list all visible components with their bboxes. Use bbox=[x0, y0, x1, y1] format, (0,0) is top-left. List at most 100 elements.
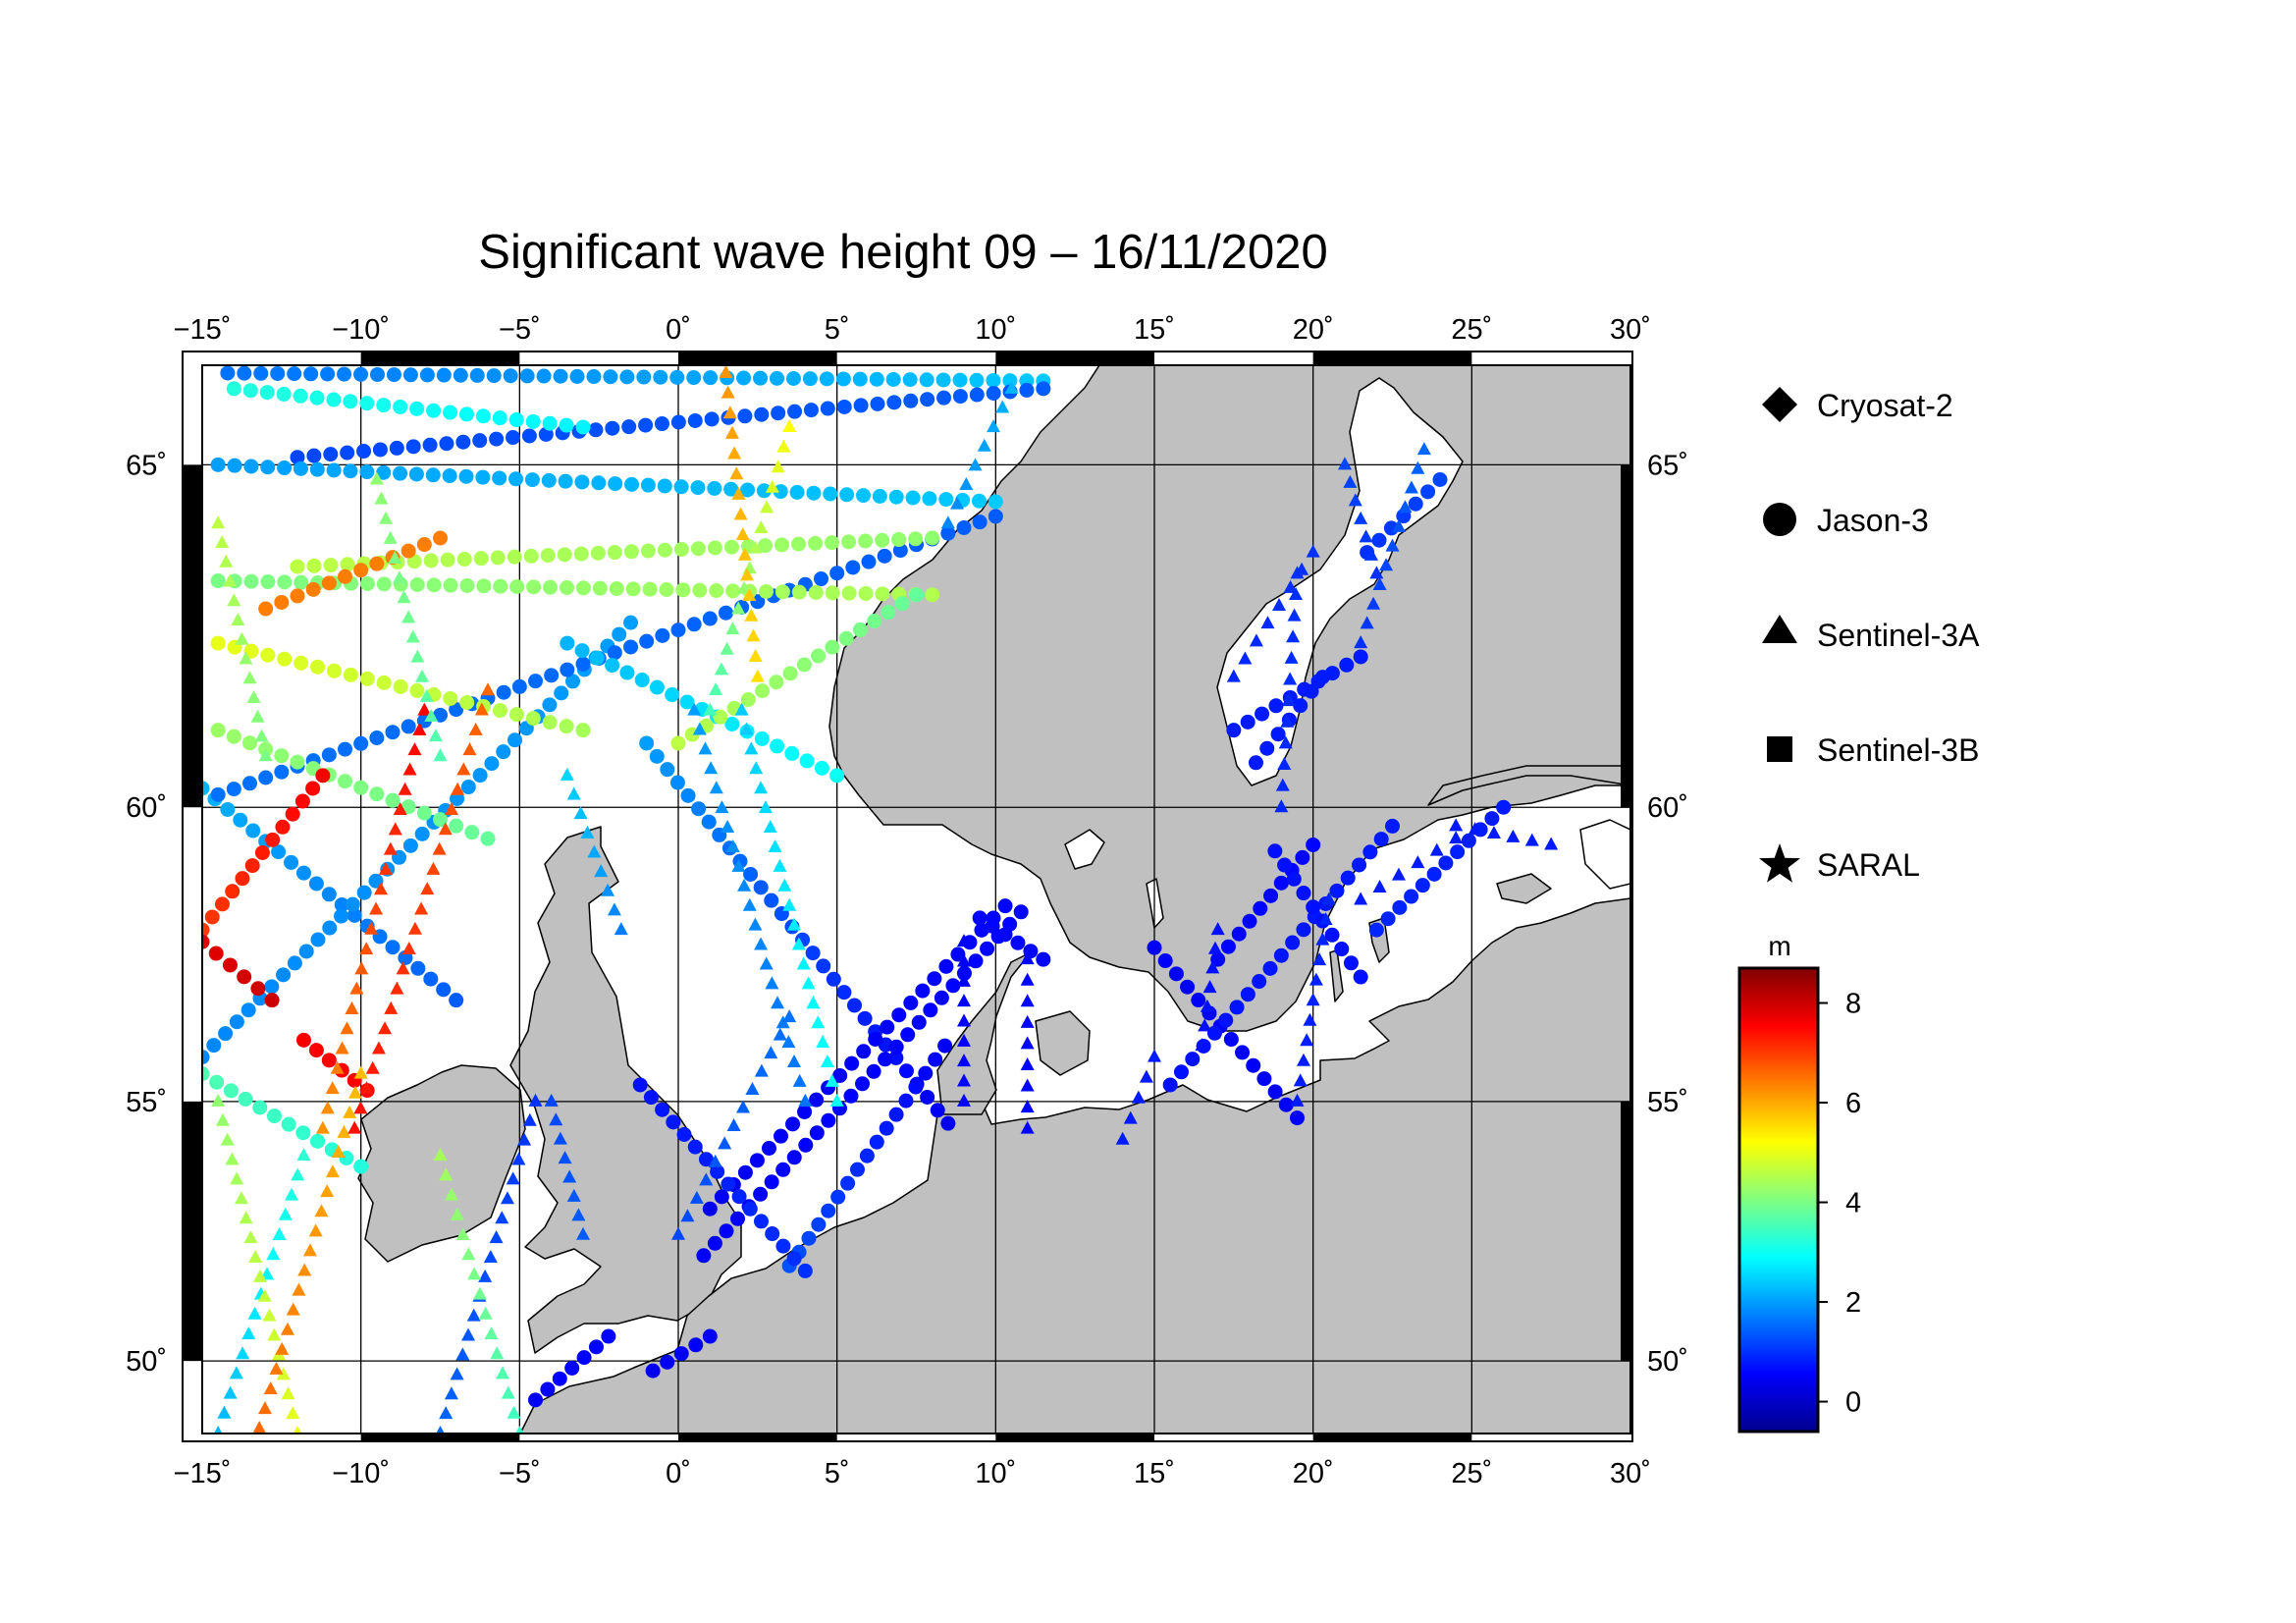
jason-3-observation bbox=[308, 1043, 324, 1058]
jason-3-observation bbox=[945, 978, 961, 994]
sentinel-3a-observation bbox=[801, 976, 816, 990]
sentinel-3a-observation bbox=[1303, 1012, 1317, 1026]
sentinel-3a-observation bbox=[281, 1386, 295, 1400]
jason-3-observation bbox=[737, 408, 753, 424]
jason-3-observation bbox=[359, 671, 375, 686]
jason-3-observation bbox=[623, 615, 638, 630]
jason-3-observation bbox=[389, 440, 404, 456]
jason-3-observation bbox=[709, 582, 724, 598]
sentinel-3a-observation bbox=[959, 477, 974, 491]
frame-bar-bottom bbox=[1312, 1434, 1472, 1441]
jason-3-observation bbox=[1268, 698, 1284, 714]
jason-3-observation bbox=[787, 404, 803, 419]
sentinel-3a-observation bbox=[398, 782, 412, 795]
jason-3-observation bbox=[775, 1238, 791, 1254]
sentinel-3a-observation bbox=[254, 729, 269, 742]
sentinel-3a-observation bbox=[719, 365, 733, 378]
jason-3-observation bbox=[476, 578, 492, 594]
jason-3-observation bbox=[915, 983, 931, 999]
sentinel-3a-observation bbox=[703, 702, 718, 716]
jason-3-observation bbox=[340, 445, 355, 460]
jason-3-observation bbox=[736, 370, 752, 386]
sentinel-3a-observation bbox=[478, 1306, 493, 1320]
jason-3-observation bbox=[872, 488, 887, 504]
jason-3-observation bbox=[857, 1010, 873, 1026]
jason-3-observation bbox=[898, 1093, 914, 1109]
sentinel-3a-observation bbox=[763, 820, 777, 834]
sentinel-3a-observation bbox=[580, 825, 595, 839]
map-title: Significant wave height 09 – 16/11/2020 bbox=[478, 226, 1327, 279]
jason-3-observation bbox=[1404, 889, 1419, 904]
circle-icon bbox=[1763, 503, 1796, 536]
jason-3-observation bbox=[666, 1114, 681, 1130]
jason-3-observation bbox=[542, 715, 558, 730]
sentinel-3a-observation bbox=[699, 1172, 714, 1186]
lon-tick-label: 10˚ bbox=[975, 1458, 1016, 1489]
sentinel-3a-observation bbox=[1296, 1053, 1310, 1066]
frame-ticks bbox=[183, 352, 1632, 1441]
jason-3-observation bbox=[385, 940, 400, 955]
jason-3-observation bbox=[426, 403, 442, 418]
jason-3-observation bbox=[608, 476, 623, 492]
jason-3-observation bbox=[560, 635, 575, 651]
sentinel-3a-observation bbox=[1249, 633, 1263, 647]
jason-3-observation bbox=[843, 1088, 859, 1104]
jason-3-observation bbox=[811, 648, 827, 664]
sentinel-3a-observation bbox=[714, 662, 728, 676]
jason-3-observation bbox=[266, 1109, 282, 1124]
jason-3-observation bbox=[295, 1032, 311, 1048]
land-continent bbox=[519, 897, 1630, 1434]
lon-tick-label: 20˚ bbox=[1293, 1458, 1334, 1489]
sentinel-3a-observation bbox=[365, 1060, 380, 1074]
sentinel-3a-observation bbox=[725, 839, 740, 852]
sentinel-3a-observation bbox=[566, 786, 581, 800]
sentinel-3a-observation bbox=[1544, 837, 1559, 850]
sentinel-3a-observation bbox=[544, 1093, 559, 1107]
sentinel-3a-observation bbox=[1404, 480, 1418, 494]
sentinel-3a-observation bbox=[402, 762, 417, 776]
jason-3-observation bbox=[755, 683, 771, 699]
jason-3-observation bbox=[575, 419, 591, 435]
lon-tick-label: 15˚ bbox=[1134, 1458, 1175, 1489]
sentinel-3a-observation bbox=[573, 806, 588, 820]
jason-3-observation bbox=[359, 396, 375, 411]
jason-3-observation bbox=[802, 371, 818, 387]
sentinel-3a-observation bbox=[750, 669, 765, 682]
jason-3-observation bbox=[643, 1090, 659, 1106]
jason-3-observation bbox=[796, 657, 812, 673]
sentinel-3a-observation bbox=[957, 1054, 971, 1067]
sentinel-3a-observation bbox=[734, 702, 749, 716]
jason-3-observation bbox=[226, 782, 241, 797]
jason-3-observation bbox=[731, 1189, 747, 1205]
jason-3-observation bbox=[422, 437, 438, 453]
frame-bar-top bbox=[678, 352, 837, 365]
sentinel-3a-observation bbox=[215, 1112, 230, 1126]
sentinel-3a-observation bbox=[1020, 1078, 1035, 1092]
sentinel-3a-observation bbox=[528, 1093, 543, 1107]
jason-3-observation bbox=[376, 464, 392, 480]
lon-tick-label: 10˚ bbox=[975, 314, 1016, 346]
sentinel-3a-observation bbox=[415, 669, 430, 682]
jason-3-observation bbox=[710, 1163, 725, 1179]
sentinel-3a-observation bbox=[968, 458, 983, 471]
lat-tick-label: 60˚ bbox=[1647, 792, 1688, 824]
jason-3-observation bbox=[1371, 532, 1387, 548]
sentinel-3a-observation bbox=[1139, 1069, 1153, 1083]
colorbar-tick-label: 8 bbox=[1845, 989, 1861, 1020]
jason-3-observation bbox=[791, 536, 807, 552]
jason-3-observation bbox=[934, 990, 949, 1005]
jason-3-observation bbox=[841, 585, 857, 601]
sentinel-3a-observation bbox=[231, 612, 245, 625]
sentinel-3a-observation bbox=[444, 802, 458, 816]
sentinel-3a-observation bbox=[438, 822, 453, 836]
jason-3-observation bbox=[1036, 951, 1051, 967]
sentinel-3a-observation bbox=[320, 1184, 335, 1198]
jason-3-observation bbox=[691, 801, 707, 817]
jason-3-observation bbox=[640, 543, 656, 559]
jason-3-observation bbox=[972, 514, 988, 530]
lat-tick-label: 65˚ bbox=[1647, 450, 1688, 481]
jason-3-observation bbox=[405, 439, 421, 455]
jason-3-observation bbox=[858, 585, 874, 601]
frame-bar-left bbox=[183, 1101, 202, 1362]
sentinel-3a-observation bbox=[436, 1426, 445, 1434]
